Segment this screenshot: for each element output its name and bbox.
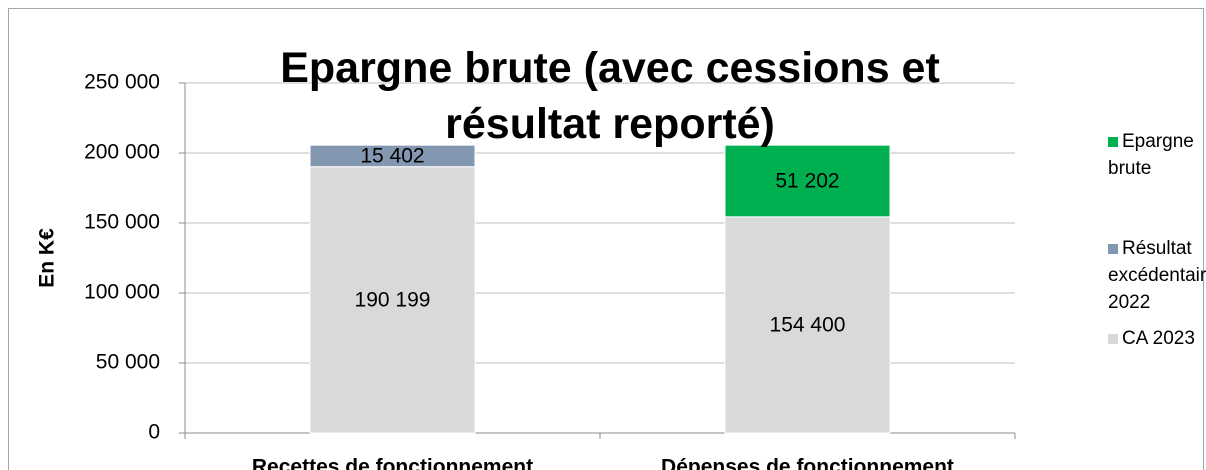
chart-title: Epargne brute (avec cessions et résultat…: [280, 44, 940, 148]
bar-segment: [724, 144, 891, 218]
y-tick-label: 150 000: [84, 211, 160, 234]
y-tick-label: 200 000: [84, 141, 160, 164]
legend-swatch: [1108, 137, 1118, 147]
y-tick-label: 50 000: [96, 351, 160, 374]
legend-swatch: [1108, 244, 1118, 254]
y-tick-label: 250 000: [84, 71, 160, 94]
data-label: 15 402: [360, 144, 424, 167]
y-tick-label: 0: [148, 421, 160, 444]
legend-item: CA 2023: [1108, 325, 1203, 352]
chart-border: [8, 8, 1204, 470]
legend-item: Epargne brute: [1108, 128, 1203, 182]
data-label: 190 199: [355, 288, 431, 311]
bar-segment: [724, 216, 891, 434]
bar-segment: [309, 144, 476, 168]
legend-label: Résultat excédentaire 2022: [1108, 238, 1206, 313]
legend-swatch: [1108, 334, 1118, 344]
legend-item: Résultat excédentaire 2022: [1108, 235, 1206, 316]
y-axis-label: En K€: [36, 228, 59, 288]
bar-segment: [309, 166, 476, 434]
y-tick-label: 100 000: [84, 281, 160, 304]
x-tick-label: Recettes de fonctionnement: [252, 456, 533, 470]
x-tick-label: Dépenses de fonctionnement: [661, 456, 954, 470]
data-label: 154 400: [770, 313, 846, 336]
legend-label: Epargne brute: [1108, 131, 1194, 179]
data-label: 51 202: [775, 170, 839, 193]
legend-label: CA 2023: [1122, 328, 1195, 349]
